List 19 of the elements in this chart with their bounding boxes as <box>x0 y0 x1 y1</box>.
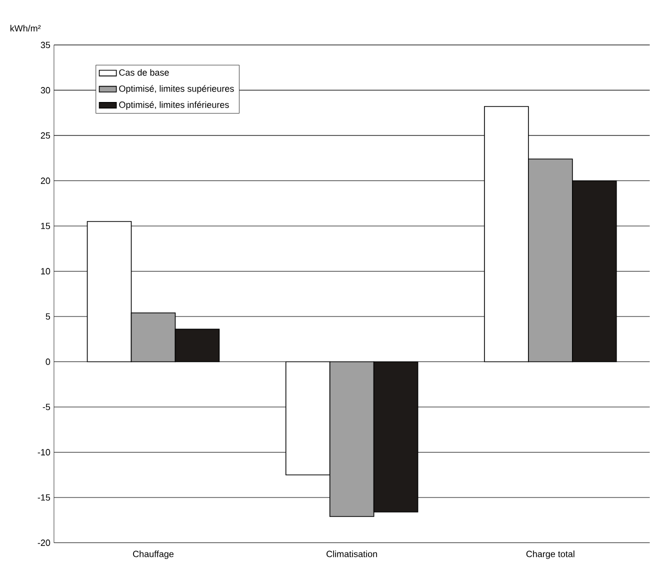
y-tick-label: 10 <box>41 268 50 275</box>
legend-label: Cas de base <box>119 69 169 76</box>
y-tick-label: 25 <box>40 132 50 139</box>
y-tick-label: 0 <box>46 358 50 366</box>
legend-label: Optimisé, limites inférieures <box>119 101 229 110</box>
x-tick-label: Climatisation <box>326 550 377 558</box>
y-tick-label: 30 <box>40 87 50 94</box>
y-tick-label: 35 <box>40 42 50 48</box>
y-tick-label: -20 <box>38 540 50 546</box>
y-tick-label: -5 <box>42 404 50 410</box>
y-tick-label: 5 <box>46 313 50 320</box>
y-axis-title: kWh/m² <box>10 25 41 32</box>
y-tick-label: -10 <box>38 449 50 456</box>
y-tick-label: 15 <box>41 222 50 230</box>
y-tick-label: -15 <box>38 494 50 501</box>
legend-label: Optimisé, limites supérieures <box>119 85 234 94</box>
y-tick-label: 20 <box>40 178 50 184</box>
x-tick-label: Chauffage <box>133 550 174 560</box>
x-tick-label: Charge total <box>526 550 574 560</box>
